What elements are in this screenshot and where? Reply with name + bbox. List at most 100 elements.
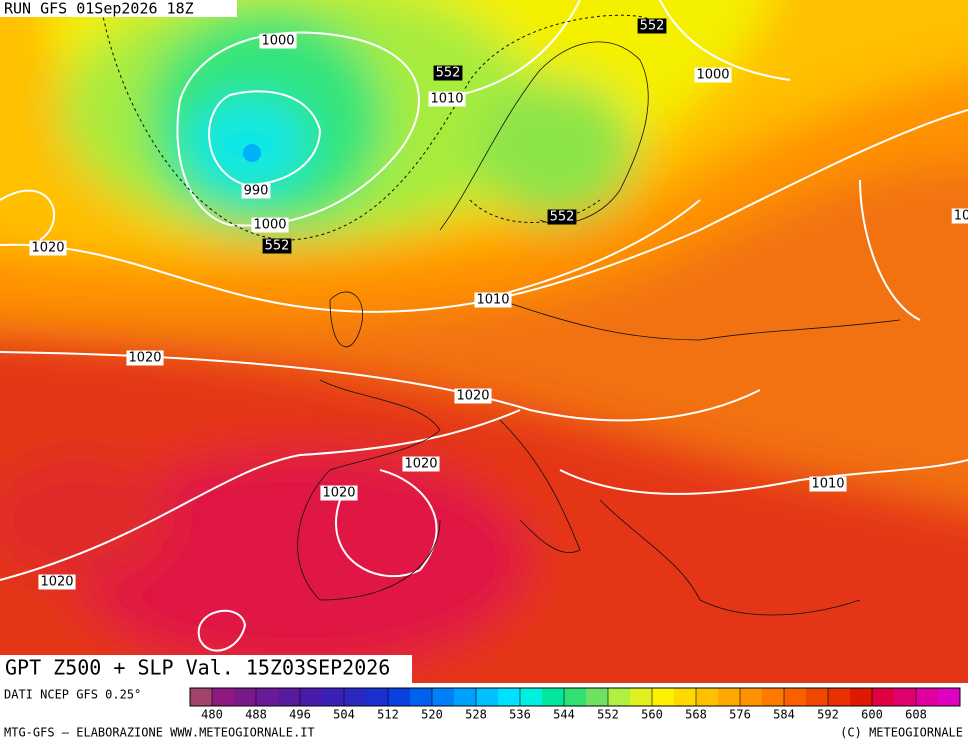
contour-label-box <box>433 65 463 81</box>
colorbar-frame <box>189 687 961 707</box>
colorbar-swatch <box>234 688 257 706</box>
colorbar-tick-label: 512 <box>377 708 399 722</box>
coastlines <box>297 41 901 616</box>
contour-label-box <box>428 91 466 107</box>
contour-label-box <box>474 292 512 308</box>
colorbar: 480 488 496 504 512 520 528 536 544 552 560 568 576 5… <box>189 687 961 722</box>
colorbar-tick-label: 496 <box>289 708 311 722</box>
colorbar-tick-label: 608 <box>905 708 927 722</box>
colorbar-tick-label: 584 <box>773 708 795 722</box>
colorbar-swatch <box>938 688 961 706</box>
colorbar-swatch <box>300 688 323 706</box>
colorbar-swatch <box>828 688 851 706</box>
colorbar-swatch <box>564 688 587 706</box>
copyright: (C) METEOGIORNALE <box>840 726 963 740</box>
colorbar-swatch <box>916 688 939 706</box>
contour-label-box <box>320 485 358 501</box>
colorbar-swatch <box>388 688 411 706</box>
contour-label: 1000 <box>696 68 729 83</box>
colorbar-swatch <box>520 688 543 706</box>
colorbar-tick-label: 592 <box>817 708 839 722</box>
map-title: GPT Z500 + SLP Val. 15Z03SEP2026 <box>5 656 390 680</box>
colorbar-tick-label: 600 <box>861 708 883 722</box>
source-label: DATI NCEP GFS 0.25° <box>4 688 141 702</box>
contour-label: 552 <box>550 210 575 225</box>
contour-label: 1020 <box>40 575 73 590</box>
colorbar-swatch <box>784 688 807 706</box>
colorbar-swatch <box>850 688 873 706</box>
contour-label: 1010 <box>430 92 463 107</box>
contour-label-box <box>251 217 289 233</box>
colorbar-tick-label: 560 <box>641 708 663 722</box>
contour-label: 1020 <box>404 457 437 472</box>
colorbar-tick-label: 504 <box>333 708 355 722</box>
contour-label: 1020 <box>128 351 161 366</box>
low-center <box>243 144 261 162</box>
colorbar-tick-label: 568 <box>685 708 707 722</box>
colorbar-swatch <box>190 688 213 706</box>
colorbar-swatch <box>278 688 301 706</box>
contour-label-box <box>402 456 440 472</box>
contour-label: 1000 <box>253 218 286 233</box>
colorbar-swatch <box>674 688 697 706</box>
contour-label-box <box>126 350 164 366</box>
contour-label: 1020 <box>456 389 489 404</box>
contour-label-box <box>547 209 577 225</box>
colorbar-tick-label: 480 <box>201 708 223 722</box>
colorbar-swatch <box>366 688 389 706</box>
colorbar-swatch <box>542 688 565 706</box>
colorbar-swatch <box>630 688 653 706</box>
contour-label-box <box>262 238 292 254</box>
contour-label: 552 <box>265 239 290 254</box>
contour-labels: 1000552101055210009901000552102055210101… <box>29 18 968 590</box>
colorbar-tick-label: 536 <box>509 708 531 722</box>
credits: MTG-GFS — ELABORAZIONE WWW.METEOGIORNALE… <box>4 726 315 740</box>
contour-label-box <box>694 67 732 83</box>
contour-label: 1010 <box>476 293 509 308</box>
colorbar-swatch <box>454 688 477 706</box>
colorbar-swatch <box>740 688 763 706</box>
colorbar-swatch <box>872 688 895 706</box>
colorbar-swatch <box>696 688 719 706</box>
contour-label: 10 <box>954 209 968 224</box>
colorbar-swatch <box>322 688 345 706</box>
colorbar-tick-label: 552 <box>597 708 619 722</box>
contour-label-box <box>637 18 667 34</box>
colorbar-swatch <box>762 688 785 706</box>
colorbar-tick-label: 576 <box>729 708 751 722</box>
colorbar-tick-label: 520 <box>421 708 443 722</box>
colorbar-swatch <box>652 688 675 706</box>
colorbar-swatch <box>806 688 829 706</box>
colorbar-swatch <box>718 688 741 706</box>
colorbar-swatch <box>256 688 279 706</box>
contour-label: 552 <box>436 66 461 81</box>
geopotential-552 <box>99 0 651 241</box>
contour-label-box <box>809 476 847 492</box>
colorbar-swatch <box>212 688 235 706</box>
colorbar-swatch <box>344 688 367 706</box>
contour-label: 1000 <box>261 34 294 49</box>
colorbar-swatch <box>410 688 433 706</box>
contour-label: 990 <box>244 184 269 199</box>
contour-label-box <box>951 208 968 224</box>
colorbar-swatch <box>432 688 455 706</box>
colorbar-tick-label: 528 <box>465 708 487 722</box>
contour-label: 552 <box>640 19 665 34</box>
colorbar-swatch <box>894 688 917 706</box>
contour-label-box <box>29 240 67 256</box>
colorbar-tick-label: 488 <box>245 708 267 722</box>
contour-label: 1020 <box>31 241 64 256</box>
contour-label-box <box>38 574 76 590</box>
colorbar-swatch <box>586 688 609 706</box>
contour-label-box <box>454 388 492 404</box>
contour-label-box <box>259 33 297 49</box>
colorbar-swatch <box>608 688 631 706</box>
contour-label: 1010 <box>811 477 844 492</box>
colorbar-tick-label: 544 <box>553 708 575 722</box>
title-box <box>0 655 412 683</box>
contour-label: 1020 <box>322 486 355 501</box>
contour-label-box <box>241 183 271 199</box>
colorbar-swatch <box>476 688 499 706</box>
